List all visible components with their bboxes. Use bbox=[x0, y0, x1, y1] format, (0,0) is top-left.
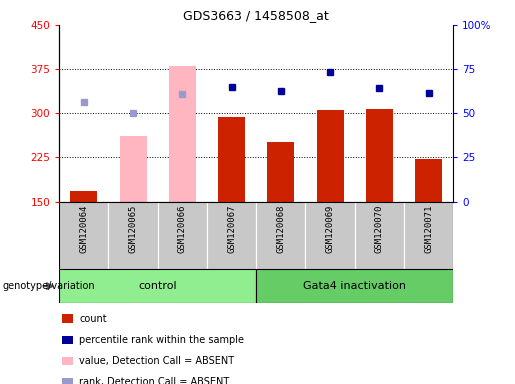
Text: count: count bbox=[79, 314, 107, 324]
Bar bbox=[267, 142, 295, 202]
Text: GSM120064: GSM120064 bbox=[79, 205, 89, 253]
Text: genotype/variation: genotype/variation bbox=[3, 281, 95, 291]
Bar bbox=[355, 202, 404, 269]
Title: GDS3663 / 1458508_at: GDS3663 / 1458508_at bbox=[183, 9, 329, 22]
Bar bbox=[158, 202, 207, 269]
Text: percentile rank within the sample: percentile rank within the sample bbox=[79, 335, 244, 345]
Bar bbox=[119, 136, 147, 202]
Bar bbox=[317, 110, 344, 202]
Text: rank, Detection Call = ABSENT: rank, Detection Call = ABSENT bbox=[79, 377, 230, 384]
Bar bbox=[305, 202, 355, 269]
Text: GSM120066: GSM120066 bbox=[178, 205, 187, 253]
Text: control: control bbox=[139, 281, 177, 291]
Bar bbox=[59, 202, 109, 269]
Text: GSM120070: GSM120070 bbox=[375, 205, 384, 253]
Bar bbox=[207, 202, 256, 269]
Bar bbox=[415, 159, 442, 202]
Text: GSM120065: GSM120065 bbox=[129, 205, 138, 253]
Bar bbox=[71, 191, 97, 202]
Bar bbox=[218, 118, 245, 202]
Text: GSM120068: GSM120068 bbox=[277, 205, 285, 253]
Bar bbox=[109, 202, 158, 269]
Bar bbox=[256, 202, 305, 269]
Bar bbox=[59, 269, 256, 303]
Text: GSM120067: GSM120067 bbox=[227, 205, 236, 253]
Bar bbox=[404, 202, 453, 269]
Text: GSM120071: GSM120071 bbox=[424, 205, 433, 253]
Bar bbox=[256, 269, 453, 303]
Bar bbox=[366, 109, 393, 202]
Text: value, Detection Call = ABSENT: value, Detection Call = ABSENT bbox=[79, 356, 234, 366]
Text: GSM120069: GSM120069 bbox=[325, 205, 335, 253]
Bar bbox=[169, 66, 196, 202]
Text: Gata4 inactivation: Gata4 inactivation bbox=[303, 281, 406, 291]
